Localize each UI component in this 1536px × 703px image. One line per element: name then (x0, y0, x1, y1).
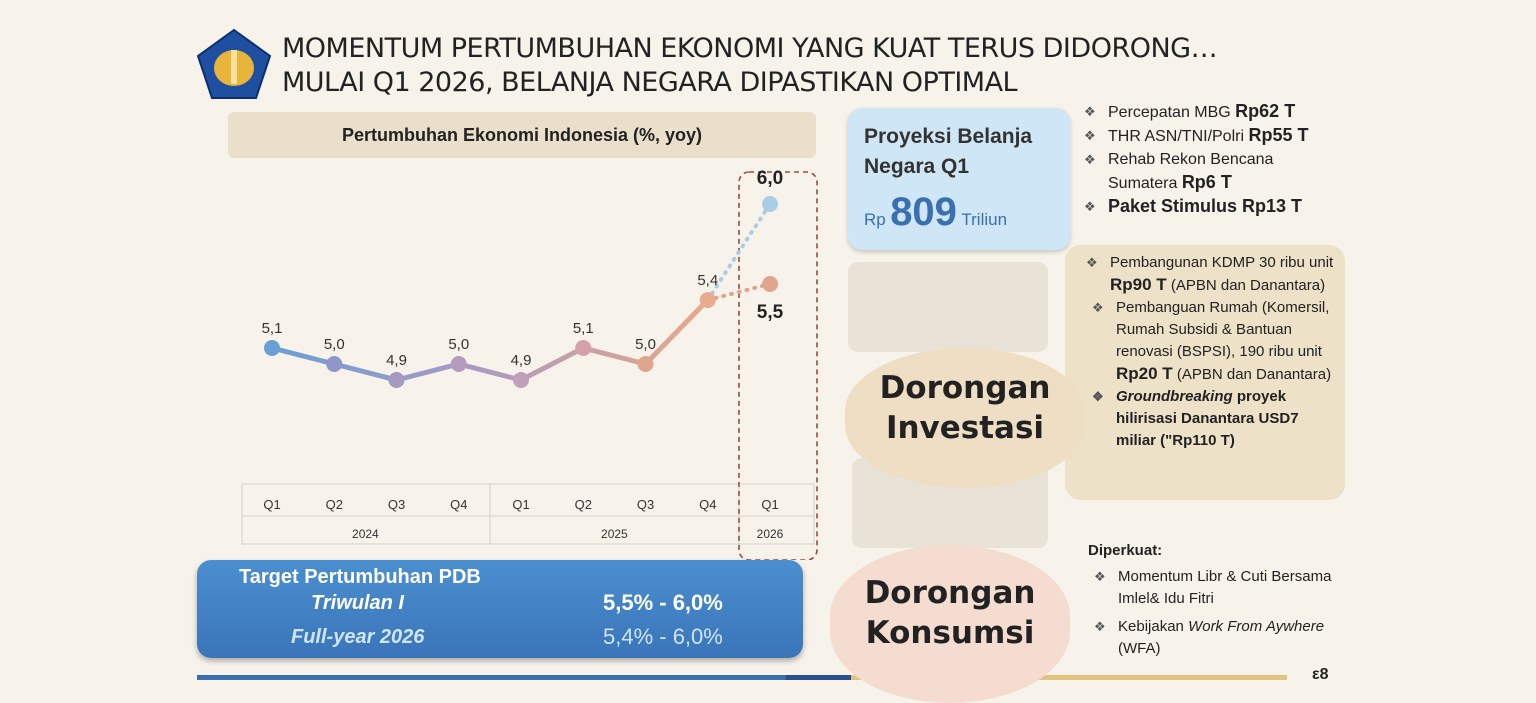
currency: Rp (864, 210, 886, 229)
list-item: Groundbreaking proyek hilirisasi Dananta… (1086, 386, 1342, 452)
x-tick-label: Q2 (575, 497, 592, 512)
projection-title: Proyeksi Belanja (864, 125, 1033, 148)
data-point (450, 356, 467, 372)
target-value-fy: 5,4% - 6,0% (603, 624, 723, 649)
x-tick-label: Q4 (450, 497, 467, 512)
consumption-heading: Diperkuat: (1088, 542, 1163, 559)
list-item: Percepatan MBG Rp62 T (1078, 100, 1338, 124)
list-item: THR ASN/TNI/Polri Rp55 T (1078, 124, 1338, 148)
construction-illustration (848, 262, 1048, 352)
x-tick-label: Q2 (326, 497, 343, 512)
target-label-q1: Triwulan I (311, 592, 404, 614)
x-tick-label: Q3 (637, 497, 654, 512)
q1-2026-highlight (738, 171, 818, 560)
x-axis-box (241, 483, 815, 545)
page-title: MOMENTUM PERTUMBUHAN EKONOMI YANG KUAT T… (282, 33, 1218, 98)
investment-list: Pembangunan KDMP 30 ribu unit Rp90 T (AP… (1080, 252, 1342, 452)
data-point (513, 372, 529, 388)
data-point (264, 340, 280, 356)
projection-point (762, 276, 778, 292)
kemenkeu-logo (196, 28, 272, 99)
list-item: Paket Stimulus Rp13 T (1078, 195, 1338, 219)
data-point (388, 372, 405, 388)
data-point (637, 356, 654, 372)
target-panel: Target Pertumbuhan PDB Triwulan I 5,5% -… (197, 560, 803, 658)
consumption-list: Diperkuat: Momentum Libr & Cuti Bersama … (1088, 540, 1348, 660)
list-item: Kebijakan Work From Aywhere (WFA) (1088, 616, 1348, 660)
target-label-fy: Full-year 2026 (291, 626, 425, 648)
data-point (699, 292, 716, 308)
projection-label: 5,5 (757, 302, 784, 323)
projection-amount: 809 (890, 190, 957, 234)
projection-unit: Triliun (961, 210, 1008, 229)
list-item: Pembanguan Rumah (Komersil, Rumah Subsid… (1086, 297, 1342, 386)
x-tick-label: Q1 (263, 497, 280, 512)
data-label: 5,1 (262, 320, 283, 337)
projection-card: Proyeksi Belanja Negara Q1 Rp 809 Triliun (848, 108, 1070, 250)
projection-title-2: Negara Q1 (864, 155, 970, 178)
x-tick-label: Q4 (699, 497, 716, 512)
data-label: 5,0 (324, 336, 345, 353)
target-value-q1: 5,5% - 6,0% (603, 590, 723, 615)
data-label: 5,4 (697, 272, 718, 289)
year-label: 2026 (757, 527, 784, 541)
data-point (575, 340, 592, 356)
year-label: 2025 (601, 527, 628, 541)
x-tick-label: Q3 (388, 497, 405, 512)
data-label: 4,9 (511, 352, 532, 369)
data-label: 4,9 (386, 352, 407, 369)
list-item: Pembangunan KDMP 30 ribu unit Rp90 T (AP… (1080, 252, 1342, 297)
projection-line (705, 282, 772, 302)
projection-label: 6,0 (757, 168, 783, 189)
projection-point (762, 196, 778, 212)
data-label: 5,0 (635, 336, 656, 353)
projection-line (705, 202, 772, 302)
investasi-label: Dorongan Investasi (845, 348, 1085, 488)
spending-list: Percepatan MBG Rp62 T THR ASN/TNI/Polri … (1078, 100, 1338, 219)
target-title: Target Pertumbuhan PDB (239, 566, 481, 588)
footer-bar (197, 675, 1287, 680)
x-tick-label: Q1 (512, 497, 529, 512)
data-point (326, 356, 343, 372)
page-number: ε8 (1312, 666, 1329, 683)
list-item: Rehab Rekon Bencana Sumatera Rp6 T (1078, 148, 1338, 195)
series-line (271, 298, 710, 383)
chart-title: Pertumbuhan Ekonomi Indonesia (%, yoy) (228, 112, 816, 158)
growth-chart: Q1 Q2 Q3 Q4 Q1 Q2 Q3 Q4 Q1 2024 2025 2026 6,0 5,5 5,1 5… (241, 168, 818, 560)
year-label: 2024 (352, 527, 379, 541)
konsumsi-label: Dorongan Konsumsi (830, 545, 1070, 703)
x-tick-label: Q1 (761, 497, 778, 512)
data-label: 5,1 (573, 320, 594, 337)
data-label: 5,0 (448, 336, 469, 353)
list-item: Momentum Libr & Cuti Bersama Imlel& Idu … (1088, 566, 1348, 610)
